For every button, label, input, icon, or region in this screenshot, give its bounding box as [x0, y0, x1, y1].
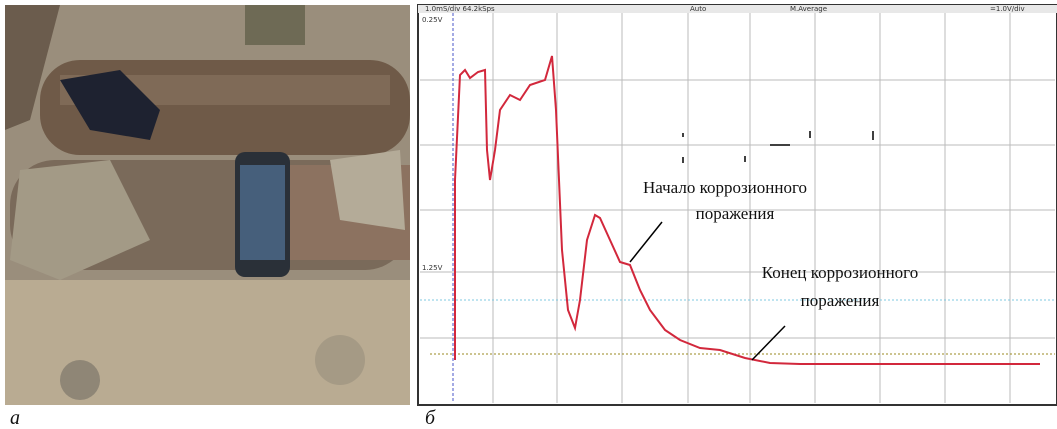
annotation: поражения: [801, 291, 880, 310]
annotation: Конец коррозионного: [762, 263, 918, 282]
annotation: поражения: [696, 204, 775, 223]
annotation: Начало коррозионного: [643, 178, 807, 197]
level-label: 1.25V: [422, 264, 443, 272]
panel-label: б: [425, 407, 436, 429]
header-text: M.Average: [790, 5, 827, 13]
level-label: 0.25V: [422, 16, 443, 24]
panel-label: а: [10, 407, 20, 429]
header-text: 1.0mS/div 64.2kSps: [425, 5, 495, 13]
header-text: =1.0V/div: [990, 5, 1025, 13]
figure: а 1.0mS/div 64.2kSps Auto M.Average =1.0…: [0, 0, 1057, 429]
photo: [5, 5, 410, 405]
header-text: Auto: [690, 5, 706, 13]
